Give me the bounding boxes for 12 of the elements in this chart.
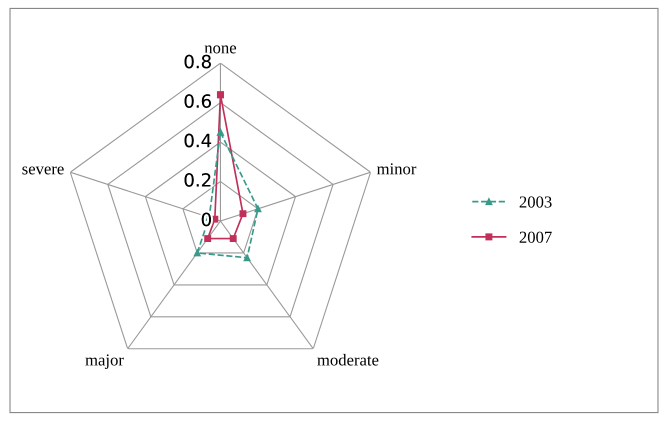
spoke-label: minor — [376, 163, 416, 174]
spoke-label: moderate — [317, 354, 378, 366]
y-tick-label: 0.4 — [184, 134, 212, 148]
y-tick-label: 0.2 — [184, 173, 210, 187]
y-tick-label: 0.8 — [184, 54, 211, 68]
spoke-label: major — [85, 354, 124, 369]
legend-label: 2007 — [520, 232, 552, 243]
spoke-label: none — [204, 45, 236, 54]
legend-label: 2003 — [520, 196, 552, 208]
y-tick-label: 0.6 — [184, 94, 211, 108]
y-tick-label: 0 — [202, 212, 211, 226]
spoke-label: severe — [22, 166, 64, 174]
